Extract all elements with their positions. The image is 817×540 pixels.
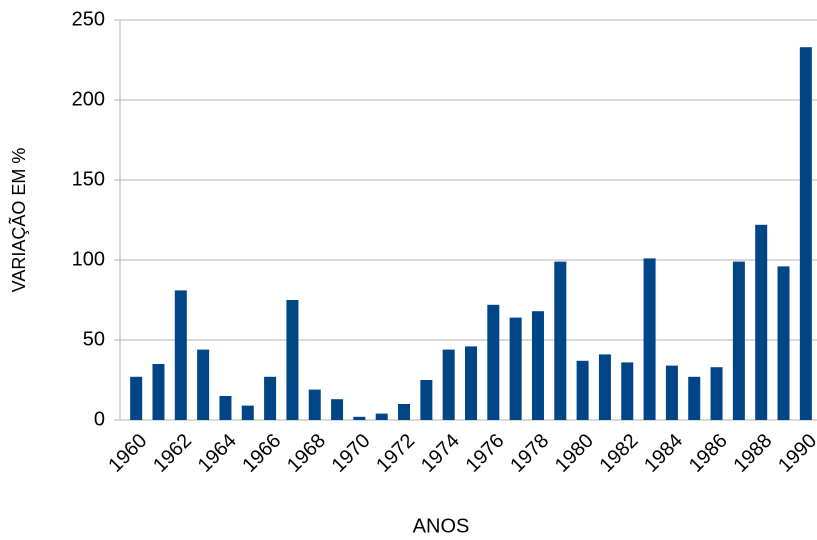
bar (420, 380, 433, 420)
bar (531, 311, 544, 420)
x-tick-label: 1988 (729, 430, 776, 477)
x-tick-label: 1968 (283, 430, 330, 477)
bar (197, 349, 210, 420)
x-tick-label: 1986 (685, 430, 732, 477)
bar (643, 258, 656, 420)
y-tick-label: 100 (72, 248, 105, 270)
x-tick-label: 1976 (462, 430, 509, 477)
bar (777, 266, 790, 420)
x-tick-label: 1984 (640, 430, 687, 477)
bar (732, 261, 745, 420)
bar (219, 396, 232, 420)
bar (621, 362, 634, 420)
y-tick-label: 0 (94, 408, 105, 430)
bar (465, 346, 477, 420)
bar (487, 304, 500, 420)
bar (710, 367, 723, 420)
bar (755, 224, 768, 420)
bar (264, 376, 277, 420)
x-tick-label: 1962 (149, 430, 196, 477)
bar (799, 47, 812, 420)
x-axis-title: ANOS (413, 515, 470, 537)
y-tick-label: 150 (72, 168, 105, 190)
bar (152, 364, 165, 420)
bar (308, 389, 321, 420)
x-tick-label: 1980 (551, 430, 598, 477)
bar (398, 404, 411, 420)
bar (688, 376, 701, 420)
bar (375, 413, 388, 420)
x-tick-label: 1972 (372, 430, 419, 477)
bar (331, 399, 344, 420)
bar (241, 405, 254, 420)
x-tick-label: 1974 (417, 430, 464, 477)
bar (174, 290, 187, 420)
bar (576, 360, 589, 420)
bar (353, 416, 366, 420)
y-tick-label: 250 (72, 8, 105, 30)
bar (442, 349, 455, 420)
x-tick-label: 1966 (238, 430, 285, 477)
bar (130, 376, 143, 420)
x-tick-label: 1978 (506, 430, 553, 477)
bar (665, 365, 678, 420)
x-tick-label: 1990 (774, 430, 817, 477)
x-tick-label: 1970 (328, 430, 375, 477)
bar (554, 261, 567, 420)
bar (598, 354, 611, 420)
x-tick-label: 1964 (194, 430, 241, 477)
bar (286, 300, 299, 420)
x-tick-label: 1982 (596, 430, 643, 477)
x-tick-label: 1960 (104, 430, 151, 477)
y-axis-title: VARIAÇÃO EM % (8, 148, 29, 293)
y-tick-label: 50 (83, 328, 105, 350)
y-tick-label: 200 (72, 88, 105, 110)
bar (509, 317, 522, 420)
